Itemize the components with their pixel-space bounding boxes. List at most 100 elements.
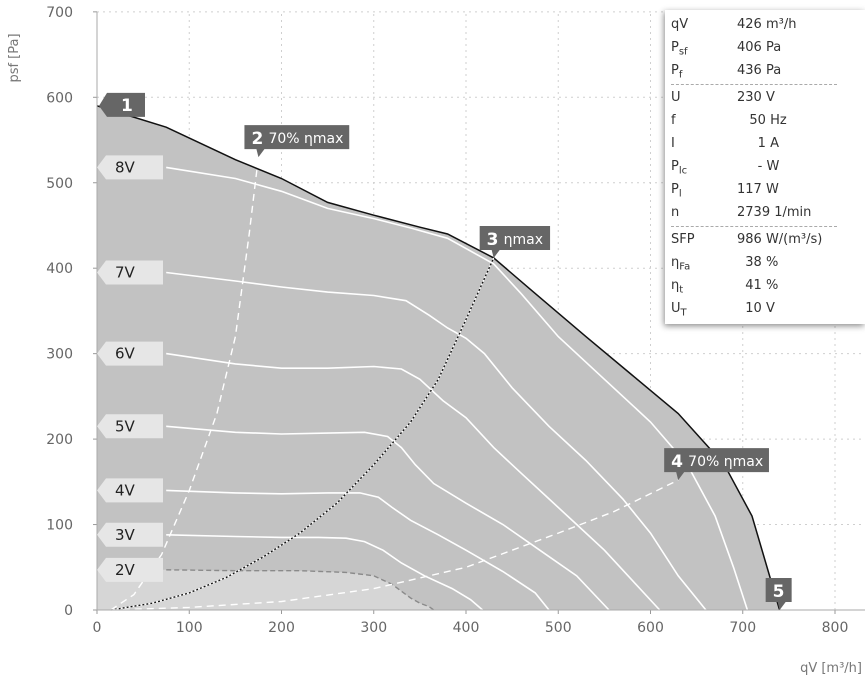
info-row: Pf 436 Pa [671,60,861,82]
x-tick-label: 800 [822,620,849,636]
axes: 0 100 200 300 400 500 600 700 800 0 100 200 300 400 50… [46,5,865,636]
info-label-text: η [671,255,680,270]
voltage-labels: 8V 7V 6V 5V 4V 3V 2V [97,155,163,582]
info-label-text: P [671,40,679,55]
info-label-text: η [671,278,680,293]
info-label: I [671,136,675,151]
info-row: I 1 A [671,133,861,155]
info-value: 986 W/(m³/s) [737,232,823,247]
x-axis-title: qV [m³/h] [800,661,862,676]
info-separator [671,226,837,227]
efficiency-curve-max-alt [110,257,495,611]
curve-5v [166,425,610,611]
marker-4-label: 70% ηmax [688,454,763,470]
y-tick-label: 400 [46,261,73,277]
info-label: n [671,205,679,220]
info-value: 50 Hz [737,113,787,128]
curve-3v [166,534,484,611]
x-tick-label: 200 [268,620,295,636]
info-label: U [671,90,681,105]
voltage-label-box [97,260,163,285]
info-value: 230 V [737,90,775,105]
x-tick-label: 300 [360,620,387,636]
marker-2-number: 2 [251,129,263,149]
voltage-curves [166,166,749,611]
curve-7v [166,271,707,611]
info-value: 117 W [737,182,779,197]
x-tick-label: 500 [545,620,572,636]
info-row: UT 10 V [671,298,861,320]
voltage-label-2v: 2V [115,561,136,579]
info-value: 436 Pa [737,63,782,78]
marker-1-number: 1 [121,96,133,116]
info-label-subscript: Fa [679,261,691,273]
y-tick-label: 600 [46,90,73,106]
curve-4v [166,489,550,611]
efficiency-curve-max [110,257,495,611]
info-row: ηFa 38 % [671,252,861,274]
info-label-text: U [671,90,681,105]
info-label-text: U [671,301,681,316]
info-label-text: SFP [671,232,695,247]
info-label-subscript: sf [678,46,688,58]
voltage-label-box [97,557,163,582]
info-row: n 2739 1/min [671,202,861,224]
y-tick-label: 100 [46,518,73,534]
y-tick-label: 500 [46,176,73,192]
info-label-text: P [671,63,679,78]
info-label-subscript: t [679,284,684,296]
y-axis-title: psf [Pa] [7,33,22,82]
info-value: 38 % [737,255,779,270]
curve-6v [166,352,661,611]
info-value: 10 V [737,301,775,316]
curve-8v [166,166,749,611]
info-row: Plc - W [671,156,861,178]
info-label-text: P [671,182,679,197]
info-label: Psf [671,40,688,58]
voltage-label-7v: 7V [115,263,136,281]
voltage-label-5v: 5V [115,417,136,435]
efficiency-curves [110,157,679,611]
info-row: SFP 986 W/(m³/s) [671,229,861,251]
voltage-label-4v: 4V [115,481,136,499]
info-label-text: qV [671,17,689,32]
efficiency-curve-70 [110,479,679,611]
info-label: Pf [671,63,682,81]
y-tick-label: 200 [46,432,73,448]
info-label-subscript: l [678,188,682,200]
marker-2-box [244,125,350,158]
voltage-label-6v: 6V [115,345,136,363]
info-label: UT [671,301,687,319]
marker-1-box [99,92,145,117]
y-tick-label: 300 [46,347,73,363]
info-label-text: f [671,113,676,128]
info-label-text: P [671,159,679,174]
marker-2-label: 70% ηmax [268,131,343,147]
operating-point-info-panel: qV 426 m³/h Psf 406 Pa Pf 436 Pa U 230 V f 50 Hz… [665,10,865,324]
info-label-subscript: f [678,69,683,81]
info-label-text: n [671,205,680,220]
voltage-label-box [97,341,163,366]
info-separator [671,84,837,85]
x-tick-label: 100 [176,620,203,636]
info-value: 41 % [737,278,779,293]
low-voltage-area-fill [97,569,434,610]
marker-5-box [765,578,792,610]
voltage-label-3v: 3V [115,526,136,544]
marker-5-number: 5 [773,582,785,602]
marker-3-number: 3 [487,230,499,250]
y-tick-label: 0 [64,603,73,619]
info-value: 406 Pa [737,40,782,55]
info-row: Pl 117 W [671,179,861,201]
info-label: qV [671,17,688,32]
marker-3-label: ηmax [504,232,543,248]
curve-2v [166,569,435,611]
voltage-label-box [97,155,163,180]
x-tick-label: 0 [93,620,102,636]
y-tick-label: 700 [46,5,73,21]
info-label: ηt [671,278,683,296]
info-row: f 50 Hz [671,110,861,132]
info-label-subscript: lc [678,165,688,177]
info-row: qV 426 m³/h [671,14,861,36]
